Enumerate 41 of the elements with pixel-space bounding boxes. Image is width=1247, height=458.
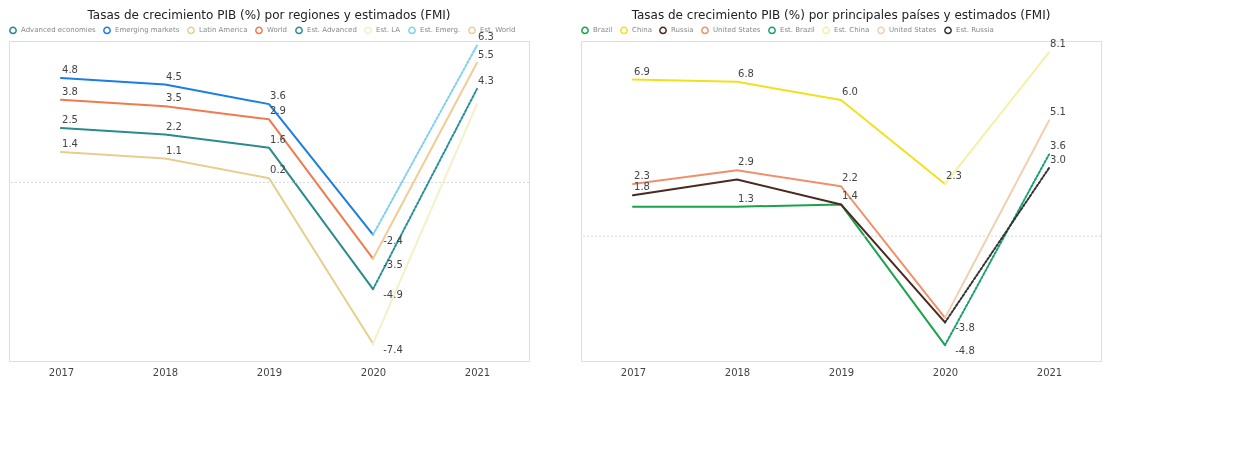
data-label: -3.8	[955, 322, 975, 334]
data-label: 1.8	[634, 181, 650, 193]
data-label: 4.5	[166, 70, 182, 82]
data-label: 2.2	[842, 172, 858, 184]
data-label: 3.6	[270, 90, 286, 102]
data-label: 2.2	[166, 120, 182, 132]
data-label: 0.2	[270, 164, 286, 176]
x-tick-label: 2021	[1036, 366, 1063, 378]
data-label: 3.8	[62, 85, 78, 97]
data-label: 5.5	[478, 48, 494, 60]
data-label: 1.3	[738, 192, 754, 204]
data-label: 3.0	[1050, 154, 1066, 166]
data-label: 2.9	[738, 156, 754, 168]
data-label: 4.8	[62, 64, 78, 76]
data-label: 1.4	[62, 138, 78, 150]
data-label: -4.9	[383, 289, 403, 301]
data-label: 6.8	[738, 67, 754, 79]
x-tick-label: 2018	[724, 366, 751, 378]
data-label: 6.9	[634, 65, 650, 77]
chart-title: Tasas de crecimiento PIB (%) por principales países y estimados (FMI)	[630, 8, 1051, 22]
data-label: 2.5	[62, 114, 78, 126]
chart-title: Tasas de crecimiento PIB (%) por regiones y estimados (FMI)	[86, 8, 451, 22]
x-tick-label: 2020	[932, 366, 959, 378]
data-label: -7.4	[383, 343, 403, 355]
data-label: 3.5	[166, 92, 182, 104]
data-label: 2.3	[946, 169, 962, 181]
x-tick-label: 2019	[256, 366, 283, 378]
data-label: 8.1	[1050, 38, 1066, 50]
data-label: 1.1	[166, 144, 182, 156]
data-label: 6.0	[842, 86, 858, 98]
x-tick-label: 2017	[48, 366, 75, 378]
x-tick-label: 2021	[464, 366, 491, 378]
data-label: 3.6	[1050, 140, 1066, 152]
x-tick-label: 2017	[620, 366, 647, 378]
data-label: -4.8	[955, 345, 975, 357]
x-tick-label: 2018	[152, 366, 179, 378]
data-label: 4.3	[478, 74, 494, 86]
data-label: 5.1	[1050, 106, 1066, 118]
x-tick-label: 2020	[360, 366, 387, 378]
x-tick-label: 2019	[828, 366, 855, 378]
data-label: 2.3	[634, 169, 650, 181]
